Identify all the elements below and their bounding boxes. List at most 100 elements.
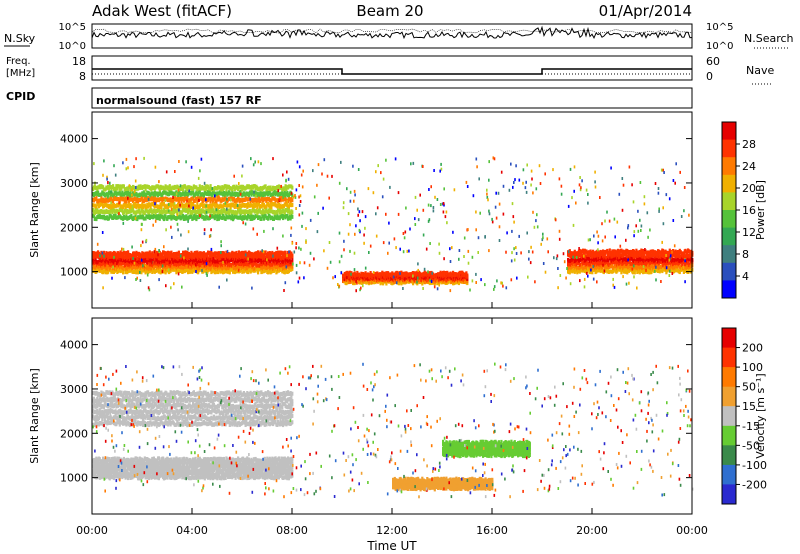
heatmap-cell [262, 214, 265, 219]
heatmap-point [272, 254, 274, 258]
heatmap-cell [171, 257, 174, 261]
power-heatmap [92, 156, 694, 293]
heatmap-point [295, 246, 297, 250]
heatmap-point [534, 280, 536, 284]
heatmap-cell [125, 214, 128, 219]
heatmap-cell [176, 211, 179, 215]
heatmap-cell [225, 187, 228, 192]
heatmap-cell [680, 260, 683, 265]
heatmap-point [417, 268, 419, 272]
cpid-text: normalsound (fast) 157 RF [96, 94, 262, 107]
heatmap-cell [95, 204, 98, 209]
heatmap-cell [204, 216, 207, 221]
heatmap-point [131, 188, 133, 192]
heatmap-point [294, 195, 297, 199]
heatmap-cell [627, 255, 630, 260]
heatmap-point [429, 278, 431, 282]
heatmap-point [141, 240, 144, 244]
heatmap-cell [249, 217, 252, 221]
heatmap-cell [231, 190, 234, 195]
heatmap-point [295, 207, 297, 210]
heatmap-cell [250, 214, 253, 219]
heatmap-cell [643, 260, 646, 265]
heatmap-cell [198, 254, 201, 259]
heatmap-point [587, 193, 589, 196]
heatmap-point [154, 247, 157, 251]
heatmap-cell [237, 253, 240, 258]
heatmap-cell [627, 263, 630, 268]
heatmap-point [168, 268, 170, 272]
heatmap-cell [205, 259, 208, 264]
heatmap-cell [159, 202, 162, 207]
heatmap-cell [113, 263, 116, 268]
heatmap-cell [100, 196, 103, 201]
heatmap-cell [127, 202, 130, 207]
heatmap-point [286, 207, 288, 211]
date-title: 01/Apr/2014 [599, 2, 692, 20]
heatmap-cell [240, 184, 243, 189]
noise-sky-line [91, 25, 693, 40]
heatmap-cell [97, 190, 100, 195]
heatmap-point [357, 213, 359, 217]
heatmap-point [655, 265, 657, 269]
heatmap-cell [177, 199, 180, 204]
heatmap-point [252, 163, 255, 167]
heatmap-point [349, 223, 351, 227]
heatmap-point [222, 260, 224, 264]
heatmap-point [353, 251, 356, 255]
beam-title: Beam 20 [356, 2, 423, 20]
heatmap-point [643, 202, 646, 206]
heatmap-point [178, 160, 180, 163]
heatmap-cell [190, 205, 193, 210]
heatmap-cell [112, 199, 115, 204]
heatmap-cell [291, 193, 294, 198]
heatmap-point [661, 240, 663, 244]
heatmap-cell [205, 187, 208, 192]
heatmap-cell [253, 184, 256, 189]
heatmap-point [488, 212, 491, 216]
heatmap-cell [148, 203, 151, 207]
heatmap-cell [190, 250, 193, 255]
heatmap-cell [178, 214, 181, 219]
heatmap-cell [175, 270, 178, 275]
heatmap-cell [283, 210, 286, 215]
heatmap-cell [287, 207, 290, 212]
heatmap-cell [99, 198, 102, 203]
heatmap-cell [142, 198, 145, 203]
heatmap-point [573, 189, 575, 193]
heatmap-cell [142, 214, 145, 219]
heatmap-cell [356, 270, 359, 275]
heatmap-point [488, 178, 490, 182]
heatmap-point [587, 274, 589, 278]
heatmap-cell [262, 216, 265, 221]
heatmap-cell [158, 187, 161, 192]
heatmap-point [488, 249, 490, 253]
heatmap-cell [361, 281, 364, 285]
heatmap-point [209, 267, 212, 271]
heatmap-cell [589, 262, 592, 267]
heatmap-cell [194, 213, 197, 218]
heatmap-cell [177, 250, 180, 255]
heatmap-cell [665, 262, 668, 267]
heatmap-point [301, 185, 304, 189]
heatmap-point [347, 212, 350, 216]
heatmap-point [380, 171, 382, 175]
heatmap-cell [281, 256, 284, 261]
heatmap-cell [570, 262, 573, 267]
heatmap-point [282, 195, 284, 199]
heatmap-cell [201, 202, 204, 206]
heatmap-cell [239, 207, 242, 212]
heatmap-cell [158, 205, 161, 210]
heatmap-point [671, 250, 673, 254]
heatmap-cell [141, 202, 144, 207]
heatmap-cell [92, 214, 95, 219]
heatmap-point [475, 228, 477, 232]
heatmap-cell [260, 204, 263, 209]
heatmap-cell [241, 250, 244, 255]
heatmap-point [326, 266, 329, 270]
heatmap-cell [107, 193, 110, 198]
heatmap-cell [287, 252, 290, 257]
heatmap-point [409, 227, 411, 231]
heatmap-point [432, 209, 435, 213]
heatmap-point [173, 282, 175, 286]
